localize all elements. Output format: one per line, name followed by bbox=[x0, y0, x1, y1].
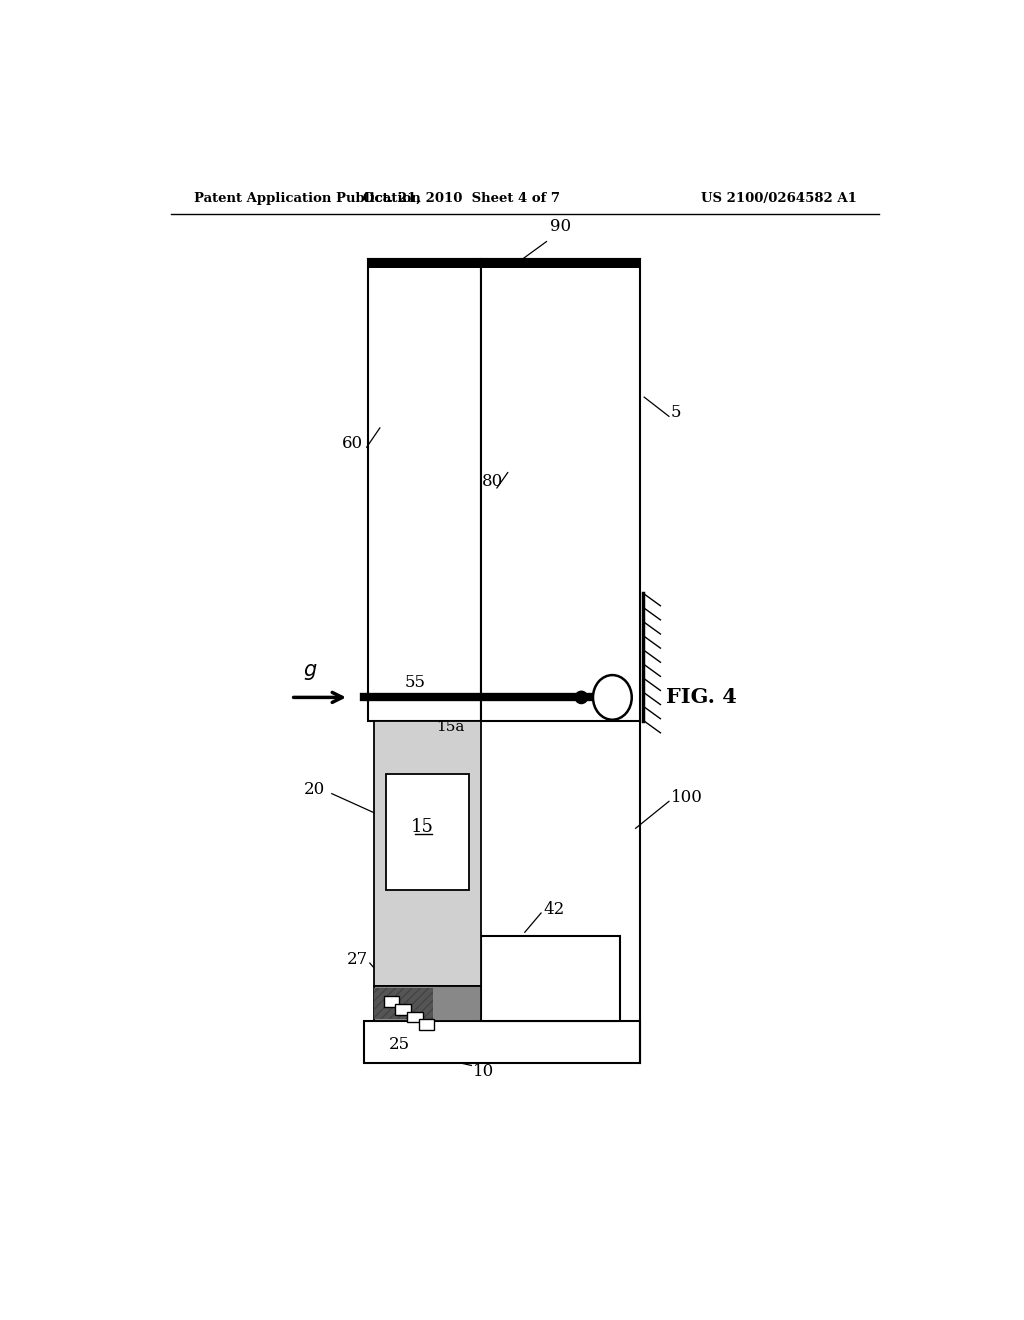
Text: 100: 100 bbox=[671, 789, 702, 807]
Bar bbox=[419, 1019, 434, 1030]
Bar bbox=[365, 1020, 640, 1063]
Bar bbox=[369, 259, 640, 268]
Text: 90: 90 bbox=[550, 218, 571, 235]
Text: Oct. 21, 2010  Sheet 4 of 7: Oct. 21, 2010 Sheet 4 of 7 bbox=[362, 191, 560, 205]
Text: 25: 25 bbox=[389, 1036, 410, 1053]
Text: 10: 10 bbox=[473, 1063, 495, 1080]
Text: 27: 27 bbox=[347, 950, 369, 968]
Bar bbox=[407, 1011, 423, 1022]
Bar bbox=[375, 986, 480, 1020]
Text: 80: 80 bbox=[481, 474, 503, 490]
Text: 15: 15 bbox=[411, 818, 434, 836]
Text: 5: 5 bbox=[671, 404, 681, 421]
Text: US 2100/0264582 A1: US 2100/0264582 A1 bbox=[700, 191, 856, 205]
Bar bbox=[395, 1005, 411, 1015]
Bar bbox=[480, 259, 640, 721]
Text: FIG. 4: FIG. 4 bbox=[666, 688, 737, 708]
Bar bbox=[375, 987, 433, 1019]
Text: Patent Application Publication: Patent Application Publication bbox=[194, 191, 421, 205]
Bar bbox=[480, 936, 621, 1020]
Ellipse shape bbox=[593, 675, 632, 719]
Bar bbox=[375, 721, 480, 986]
Text: $\mathit{g}$: $\mathit{g}$ bbox=[303, 663, 317, 682]
Text: 15a: 15a bbox=[436, 721, 465, 734]
Circle shape bbox=[575, 692, 588, 704]
Bar bbox=[384, 997, 399, 1007]
Bar bbox=[369, 259, 480, 721]
Text: 55: 55 bbox=[404, 675, 425, 692]
Bar bbox=[386, 775, 469, 890]
Text: 20: 20 bbox=[303, 781, 325, 799]
Text: 42: 42 bbox=[544, 900, 564, 917]
Text: 60: 60 bbox=[342, 434, 364, 451]
